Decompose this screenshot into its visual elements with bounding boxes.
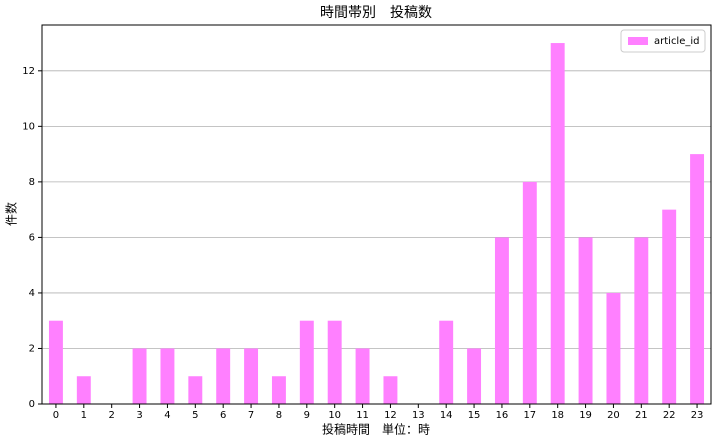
y-tick-label: 0	[29, 399, 35, 410]
bar	[160, 348, 175, 404]
y-tick-label: 8	[29, 177, 35, 188]
bar	[439, 320, 454, 404]
y-axis-label: 件数	[4, 202, 19, 226]
bar	[634, 237, 649, 404]
y-tick-label: 2	[29, 343, 35, 354]
bar	[550, 43, 565, 405]
x-tick-label: 17	[523, 410, 536, 421]
x-tick-label: 21	[635, 410, 648, 421]
x-tick-label: 15	[468, 410, 481, 421]
x-tick-label: 9	[304, 410, 310, 421]
chart-title: 時間帯別 投稿数	[320, 5, 432, 21]
x-tick-label: 8	[276, 410, 282, 421]
legend-label: article_id	[654, 36, 700, 47]
bar	[383, 376, 398, 404]
x-tick-label: 12	[384, 410, 397, 421]
bar	[216, 348, 231, 404]
bar	[244, 348, 259, 404]
x-tick-label: 1	[81, 410, 87, 421]
x-tick-label: 10	[328, 410, 341, 421]
x-tick-label: 14	[440, 410, 453, 421]
bar	[188, 376, 203, 404]
bar	[132, 348, 147, 404]
bar	[522, 181, 537, 404]
bar	[76, 376, 91, 404]
bar	[578, 237, 593, 404]
x-tick-label: 16	[496, 410, 509, 421]
bar	[327, 320, 342, 404]
bar	[606, 292, 621, 404]
x-axis-label: 投稿時間 単位：時	[322, 422, 430, 437]
x-tick-label: 6	[220, 410, 226, 421]
x-tick-label: 19	[579, 410, 592, 421]
x-tick-label: 2	[109, 410, 115, 421]
x-tick-label: 13	[412, 410, 425, 421]
plot-frame	[41, 24, 712, 405]
bar	[299, 320, 314, 404]
bar	[690, 154, 705, 404]
x-tick-label: 22	[663, 410, 676, 421]
y-tick-label: 12	[22, 66, 35, 77]
y-tick-label: 6	[29, 232, 35, 243]
x-tick-label: 7	[248, 410, 254, 421]
bar	[48, 320, 63, 404]
bar	[662, 209, 677, 404]
y-tick-label: 10	[22, 121, 35, 132]
legend-box	[620, 29, 706, 53]
legend-swatch	[628, 37, 648, 45]
x-tick-label: 18	[551, 410, 564, 421]
bar	[271, 376, 286, 404]
y-tick-label: 4	[29, 288, 35, 299]
x-tick-label: 5	[192, 410, 198, 421]
x-tick-label: 23	[691, 410, 704, 421]
x-tick-label: 4	[164, 410, 170, 421]
x-tick-label: 20	[607, 410, 620, 421]
x-tick-label: 0	[53, 410, 59, 421]
bar	[494, 237, 509, 404]
bar	[355, 348, 370, 404]
bar	[467, 348, 482, 404]
x-tick-label: 11	[356, 410, 369, 421]
x-tick-label: 3	[136, 410, 142, 421]
